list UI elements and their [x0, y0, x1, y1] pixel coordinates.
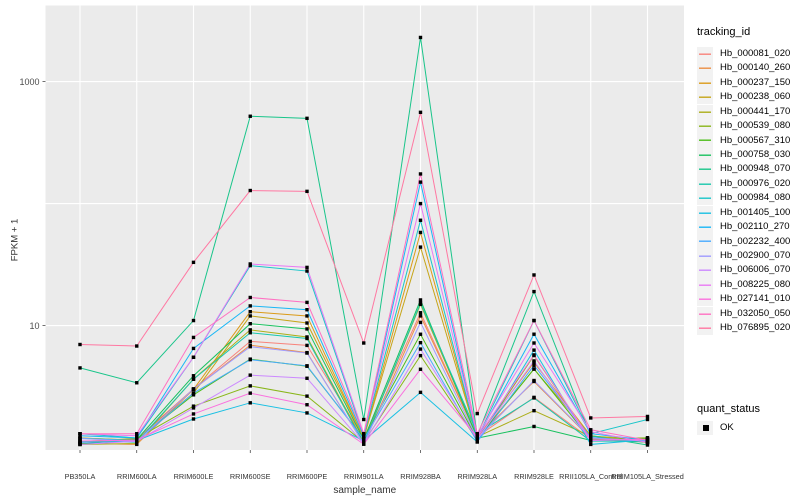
svg-text:10: 10: [29, 321, 39, 331]
svg-text:1000: 1000: [19, 77, 39, 87]
